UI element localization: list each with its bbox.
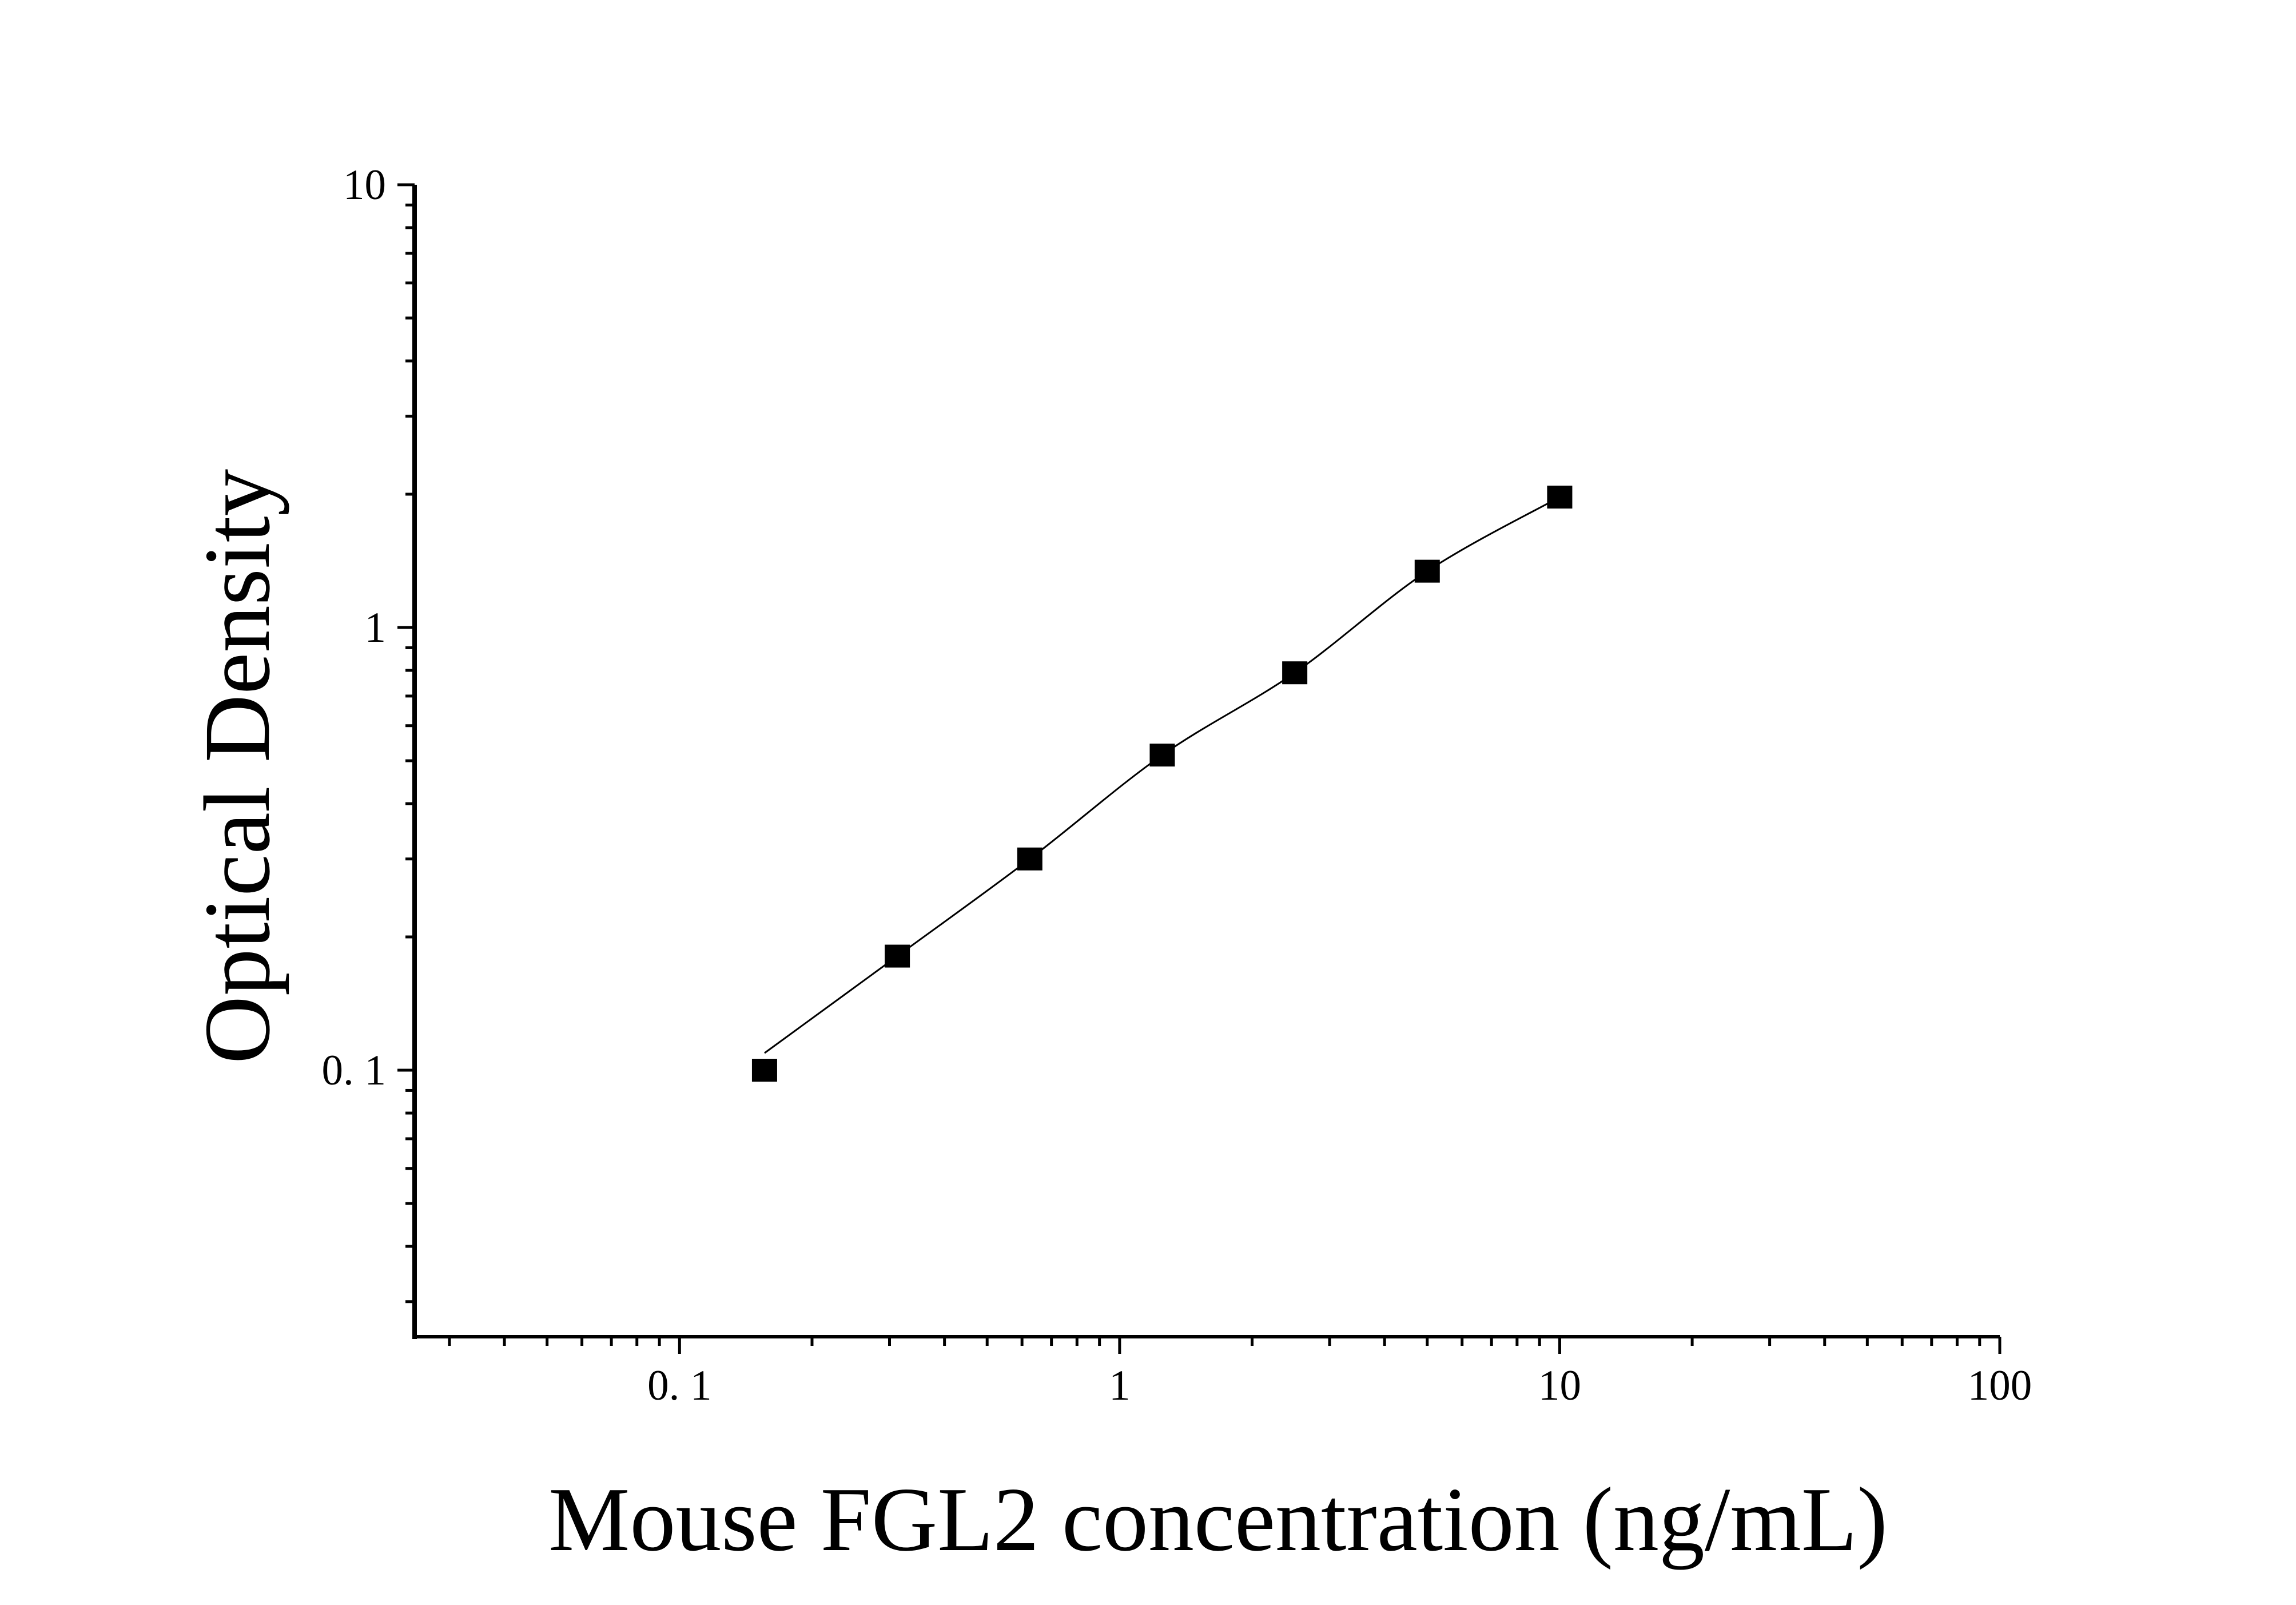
data-points (751, 486, 1573, 1082)
y-tick-label: 1 (365, 604, 387, 651)
ticks: 0. 1 1 10 100 0. 1 1 10 (322, 161, 2032, 1409)
x-axis-label: Mouse FGL2 concentration (ng/mL) (548, 1468, 1888, 1570)
y-axis-label: Optical Density (185, 469, 289, 1064)
x-tick-label: 1 (1109, 1362, 1131, 1409)
data-point (1414, 559, 1440, 583)
x-tick-label: 100 (1968, 1362, 2032, 1409)
axes (412, 185, 2000, 1339)
data-point (751, 1059, 777, 1082)
data-point (1149, 744, 1175, 767)
data-point (1017, 847, 1042, 871)
x-tick-label: 0. 1 (647, 1362, 712, 1409)
x-tick-label: 10 (1538, 1362, 1581, 1409)
y-tick-label: 10 (343, 161, 386, 209)
data-point (1282, 661, 1308, 685)
fit-curve (764, 496, 1561, 1054)
data-point (1547, 486, 1573, 509)
y-tick-label: 0. 1 (322, 1047, 387, 1094)
data-point (885, 944, 910, 968)
